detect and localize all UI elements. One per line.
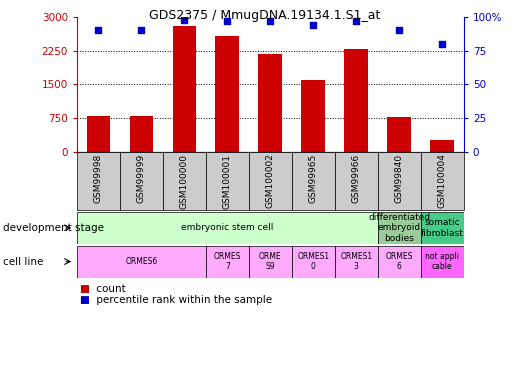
Bar (120, 152, 163, 210)
Point (180, 16, 189, 22)
Bar (421, 152, 464, 210)
Text: GSM99999: GSM99999 (137, 154, 146, 203)
Point (395, 27, 403, 33)
Bar (129, 116, 153, 152)
Text: GSM99966: GSM99966 (352, 154, 361, 203)
Text: GSM100002: GSM100002 (266, 154, 275, 209)
Point (309, 22, 317, 28)
Bar (292, 152, 335, 210)
Bar (206, 152, 249, 210)
Bar (421, 212, 464, 244)
Bar (77, 152, 120, 210)
Text: ORMES6: ORMES6 (125, 257, 157, 266)
Text: ORMES1
3: ORMES1 3 (340, 252, 373, 271)
Text: ORME
S9: ORME S9 (259, 252, 281, 271)
Text: not appli
cable: not appli cable (425, 252, 460, 271)
Bar (378, 152, 421, 210)
Bar (249, 152, 292, 210)
Bar (172, 26, 196, 152)
Bar (335, 152, 378, 210)
Text: GSM100000: GSM100000 (180, 154, 189, 209)
Point (137, 27, 146, 33)
Text: somatic
fibroblast: somatic fibroblast (421, 218, 464, 237)
Text: GDS2375 / MmugDNA.19134.1.S1_at: GDS2375 / MmugDNA.19134.1.S1_at (149, 9, 381, 22)
Bar (249, 246, 292, 278)
Text: ■: ■ (80, 284, 89, 294)
Text: GSM100004: GSM100004 (438, 154, 447, 209)
Bar (292, 246, 335, 278)
Text: embryonic stem cell: embryonic stem cell (181, 224, 273, 232)
Point (352, 18, 360, 24)
Text: GSM100001: GSM100001 (223, 154, 232, 209)
Bar (259, 54, 282, 152)
Bar (387, 117, 411, 152)
Bar (335, 246, 378, 278)
Text: GSM99965: GSM99965 (309, 154, 318, 203)
Bar (216, 36, 239, 152)
Bar (378, 246, 421, 278)
Text: ORMES
7: ORMES 7 (214, 252, 241, 271)
Bar (206, 246, 249, 278)
Bar (86, 116, 110, 152)
Text: ORMES1
0: ORMES1 0 (297, 252, 329, 271)
Bar (430, 140, 454, 152)
Text: ORMES
6: ORMES 6 (386, 252, 413, 271)
Point (438, 41, 446, 47)
Text: GSM99998: GSM99998 (94, 154, 103, 203)
Point (94, 27, 103, 33)
Point (223, 18, 232, 24)
Text: ■  count: ■ count (80, 284, 125, 294)
Bar (77, 212, 378, 244)
Bar (163, 152, 206, 210)
Text: ■: ■ (80, 295, 89, 305)
Text: cell line: cell line (3, 256, 43, 267)
Bar (421, 246, 464, 278)
Text: development stage: development stage (3, 223, 104, 233)
Text: ■  percentile rank within the sample: ■ percentile rank within the sample (80, 295, 271, 305)
Point (266, 18, 275, 24)
Bar (302, 80, 325, 152)
Text: GSM99840: GSM99840 (395, 154, 404, 203)
Bar (344, 49, 368, 152)
Text: differentiated
embryoid
bodies: differentiated embryoid bodies (368, 213, 430, 243)
Bar (77, 246, 206, 278)
Bar (378, 212, 421, 244)
